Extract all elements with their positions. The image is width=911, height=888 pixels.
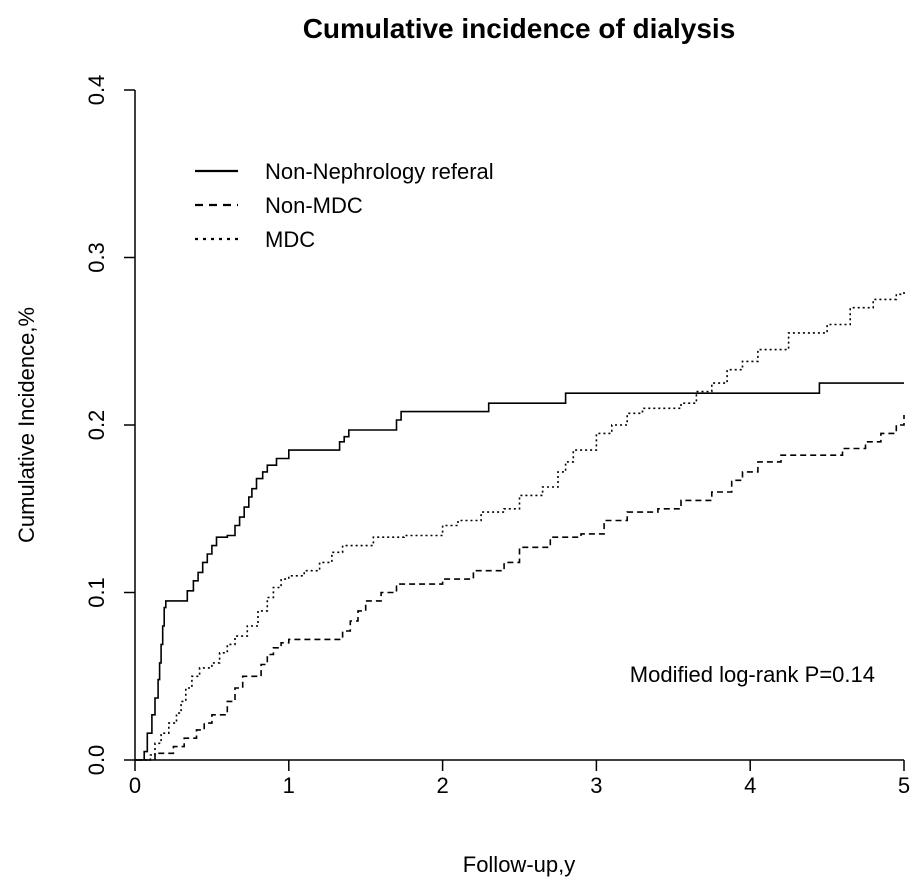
x-tick-label: 4 [744,773,756,798]
y-tick-label: 0.3 [84,242,109,273]
y-tick-label: 0.2 [84,410,109,441]
chart-title: Cumulative incidence of dialysis [303,13,736,44]
x-tick-label: 1 [283,773,295,798]
y-axis-label: Cumulative Incidence,% [14,307,39,543]
series-line-2 [135,291,905,761]
series-line-0 [135,382,904,761]
y-tick-label: 0.4 [84,75,109,106]
legend-label-0: Non-Nephrology referal [265,159,494,184]
legend-label-2: MDC [265,227,315,252]
series-line-1 [135,415,905,761]
axes: 0 1 2 3 4 5 0.0 0.1 0.2 0.3 0.4 [84,75,910,798]
x-tick-label: 5 [898,773,910,798]
x-tick-label: 3 [590,773,602,798]
y-tick-label: 0.1 [84,577,109,608]
x-tick-label: 0 [129,773,141,798]
legend: Non-Nephrology referal Non-MDC MDC [195,159,494,252]
series-layer [135,291,905,761]
y-tick-label: 0.0 [84,745,109,776]
legend-label-1: Non-MDC [265,193,363,218]
x-tick-label: 2 [436,773,448,798]
x-axis-label: Follow-up,y [463,852,575,877]
log-rank-annotation: Modified log-rank P=0.14 [630,662,875,687]
